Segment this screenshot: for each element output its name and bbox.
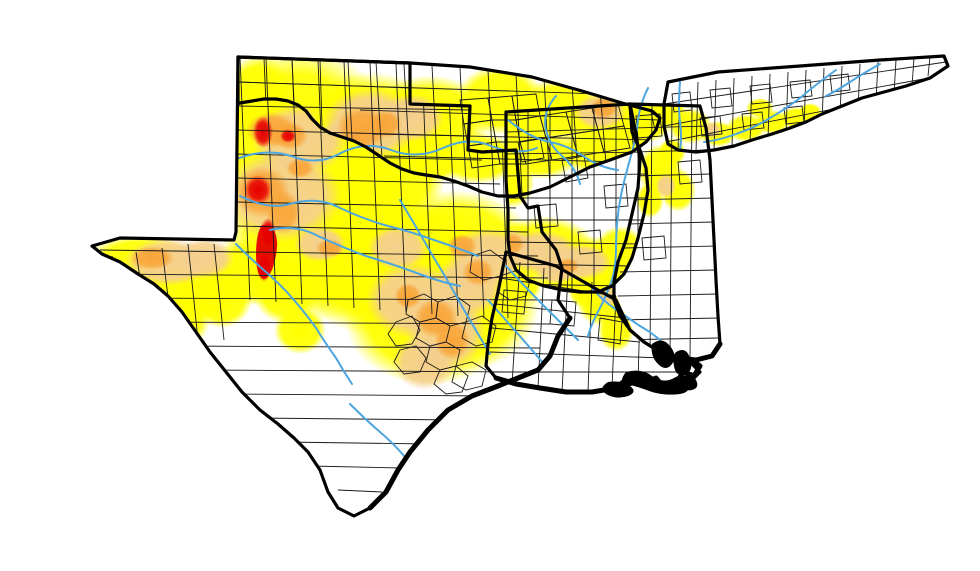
brazos-river bbox=[399, 199, 491, 355]
state-outline-arkansas[interactable] bbox=[504, 102, 650, 294]
state-outlines-layer bbox=[90, 54, 950, 518]
red-river-lower bbox=[505, 265, 579, 341]
texas-county-detail bbox=[387, 249, 531, 395]
sabine-river bbox=[487, 299, 545, 365]
rivers-layer bbox=[235, 63, 881, 457]
white-river bbox=[544, 95, 581, 185]
state-region-tennessee[interactable] bbox=[664, 56, 950, 154]
rio-grande-lower bbox=[349, 403, 405, 457]
tennessee-county-grid bbox=[664, 56, 947, 152]
delta-landforms bbox=[602, 340, 698, 398]
state-outline-oklahoma[interactable] bbox=[236, 55, 662, 198]
louisiana-delta-coastline bbox=[493, 351, 703, 395]
mississippi-river-tn bbox=[678, 81, 682, 151]
rio-grande bbox=[235, 243, 353, 385]
arkansas-river-lower bbox=[507, 119, 619, 171]
state-outline-tennessee[interactable] bbox=[662, 54, 950, 154]
arkansas-river bbox=[239, 195, 479, 257]
holston-river bbox=[825, 63, 881, 97]
mississippi-river-lower bbox=[591, 287, 663, 343]
canadian-river bbox=[238, 140, 538, 162]
gulf-coastline bbox=[367, 315, 573, 511]
tennessee-river bbox=[703, 69, 837, 143]
red-river-upper bbox=[269, 227, 461, 287]
